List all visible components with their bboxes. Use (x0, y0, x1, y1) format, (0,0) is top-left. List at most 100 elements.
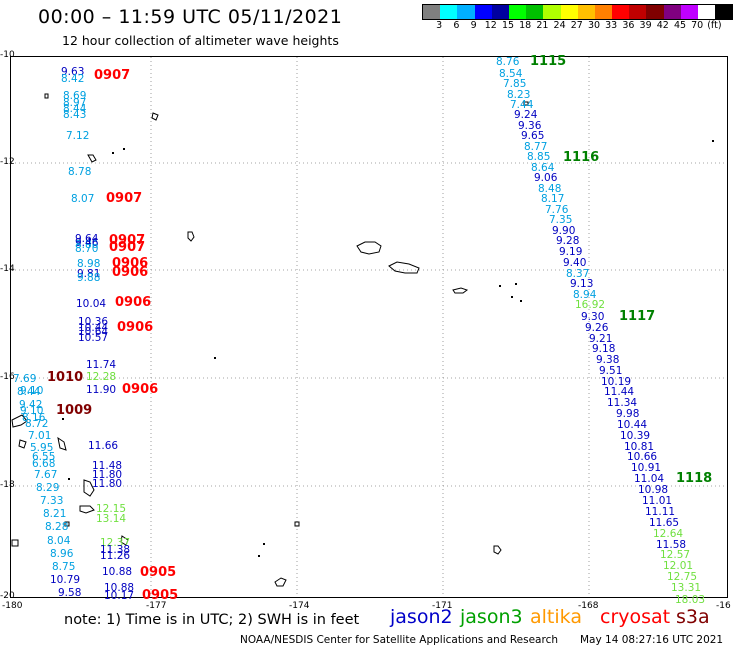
wave-height-label: 18.03 (675, 594, 705, 606)
longitude-label: -16 (716, 601, 731, 611)
island-outline (64, 521, 70, 527)
wave-height-label: 9.06 (534, 172, 558, 184)
wave-height-label: 10.39 (620, 430, 650, 442)
wave-height-label: 6.68 (32, 458, 55, 470)
wave-height-label: 9.98 (616, 408, 639, 420)
color-swatch (577, 5, 595, 19)
color-scale-label: 12 (484, 20, 497, 31)
wave-height-label: 11.04 (634, 473, 664, 485)
timestamp-text: May 14 08:27:16 UTC 2021 (580, 634, 724, 646)
color-scale-labels: 3 6 9 12 15 18 21 24 27 30 33 36 39 42 45 70 (ft) (422, 20, 740, 32)
wave-height-label: 8.72 (25, 418, 48, 430)
color-scale-label: 42 (656, 20, 669, 31)
wave-height-label: 8.48 (538, 183, 561, 195)
wave-height-label: 16.92 (575, 299, 605, 311)
wave-height-label: 11.66 (88, 440, 118, 452)
wave-height-label: 8.21 (43, 508, 66, 520)
wave-height-label: 7.44 (510, 99, 534, 111)
pass-time-label: 1118 (676, 471, 712, 486)
pass-time-label: 0905 (142, 588, 178, 603)
latitude-label: -12 (0, 157, 15, 167)
wave-height-label: 10.88 (102, 566, 132, 578)
wave-height-label: 8.54 (499, 68, 523, 80)
island-dot (499, 285, 501, 287)
color-swatch (526, 5, 544, 19)
wave-height-label: 8.85 (527, 151, 550, 163)
wave-height-label: 9.40 (563, 257, 586, 269)
island-outline (493, 545, 502, 555)
wave-height-label: 8.97 (63, 97, 86, 109)
wave-height-label: 8.96 (50, 548, 74, 560)
wave-height-label: 11.48 (92, 460, 122, 472)
pass-time-label: 0906 (122, 382, 158, 397)
wave-height-label: 8.43 (63, 109, 86, 121)
wave-height-label: 8.29 (36, 482, 59, 494)
wave-height-label: 8.76 (496, 56, 520, 68)
wave-height-label: 9.13 (570, 278, 593, 290)
wave-height-label: 10.88 (104, 582, 134, 594)
wave-height-label: 12.15 (96, 503, 126, 515)
pass-time-label: 1115 (530, 54, 566, 69)
pass-time-label: 0907 (109, 240, 145, 255)
color-scale-label: 45 (673, 20, 687, 31)
wave-height-label: 8.80 (75, 239, 98, 251)
wave-height-label: 9.36 (518, 120, 542, 132)
pass-time-label: 0906 (112, 265, 148, 280)
wave-height-label: 11.80 (92, 478, 122, 490)
latitude-label: -18 (0, 480, 15, 490)
color-swatch (663, 5, 681, 19)
wave-height-label: 8.70 (75, 243, 98, 255)
wave-height-label: 12.64 (653, 528, 683, 540)
wave-height-label: 9.90 (552, 225, 575, 237)
color-swatch (543, 5, 561, 19)
wave-height-label: 9.10 (20, 405, 43, 417)
longitude-label: -168 (578, 601, 599, 611)
island-outline (187, 231, 195, 242)
latitude-label: -20 (0, 591, 15, 601)
island-outline (79, 505, 95, 514)
longitude-label: -174 (289, 601, 310, 611)
island-dot (258, 555, 260, 557)
island-dot (68, 478, 70, 480)
satellite-legend-altika: altika (530, 606, 582, 628)
wave-height-label: 7.33 (40, 495, 63, 507)
island-outline (274, 577, 287, 587)
wave-height-label: 9.19 (559, 246, 582, 258)
wave-height-label: 11.01 (642, 495, 672, 507)
wave-height-label: 7.01 (28, 430, 51, 442)
pass-time-label: 0907 (109, 233, 145, 248)
latitude-label: -16 (0, 372, 15, 382)
color-scale-label: 39 (639, 20, 652, 31)
wave-height-label: 12.75 (667, 571, 697, 583)
wave-height-label: 13.31 (671, 582, 701, 594)
wave-height-label: 12.01 (663, 560, 693, 572)
credit-text: NOAA/NESDIS Center for Satellite Applica… (240, 634, 558, 646)
island-dot (712, 140, 714, 142)
wave-height-label: 8.94 (573, 289, 597, 301)
wave-height-label: 8.44 (63, 103, 87, 115)
wave-height-label: 7.35 (549, 214, 572, 226)
pass-time-label: 1116 (563, 150, 599, 165)
wave-height-label: 8.04 (47, 535, 71, 547)
satellite-legend-cryosat: cryosat (600, 606, 671, 628)
wave-height-label: 8.69 (63, 90, 86, 102)
color-swatch (698, 5, 716, 19)
color-swatch (508, 5, 527, 19)
page-subtitle: 12 hour collection of altimeter wave hei… (62, 33, 339, 48)
wave-height-label: 7.69 (13, 373, 36, 385)
color-scale-label: 18 (519, 20, 532, 31)
wave-height-label: 11.90 (86, 384, 116, 396)
wave-height-label: 9.63 (61, 66, 84, 78)
pass-time-label: 0906 (117, 320, 153, 335)
wave-height-label: 10.44 (78, 322, 108, 334)
color-swatch (612, 5, 630, 19)
color-swatch (594, 5, 613, 19)
color-swatch (646, 5, 664, 19)
wave-height-label: 9.21 (589, 333, 612, 345)
wave-height-label: 11.58 (656, 539, 686, 551)
color-scale-label: 9 (470, 20, 477, 31)
latitude-label: -14 (0, 264, 15, 274)
color-scale-label: 24 (553, 20, 566, 31)
map-area[interactable] (10, 56, 728, 598)
color-scale-label: 30 (587, 20, 601, 31)
